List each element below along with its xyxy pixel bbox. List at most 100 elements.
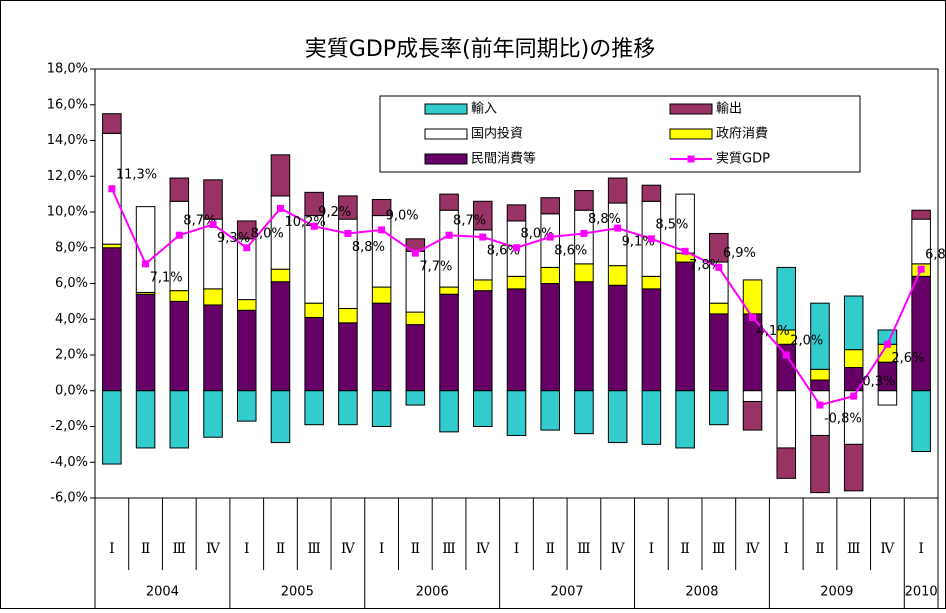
bar-segment [304, 390, 324, 426]
x-tick-label: Ⅲ [442, 541, 456, 557]
y-tick-label: 18,0% [47, 62, 88, 77]
bar-segment [607, 390, 628, 444]
gdp-marker [276, 204, 284, 212]
bar-segment [810, 302, 830, 370]
y-tick-label: 12,0% [47, 169, 88, 184]
bar-segment [439, 293, 459, 392]
x-tick-label: Ⅳ [476, 541, 491, 557]
gdp-marker [715, 263, 723, 271]
bar-segment [102, 390, 122, 465]
bar-segment [371, 198, 392, 217]
bar-segment [776, 266, 797, 331]
bar-segment [371, 302, 392, 392]
x-tick-label: Ⅱ [411, 541, 421, 557]
bar-segment [473, 279, 493, 292]
y-tick-label: 4,0% [55, 312, 88, 327]
gdp-value-label: 8,0% [251, 226, 284, 241]
bar-segment [439, 193, 459, 211]
gdp-marker [850, 392, 858, 400]
bar-segment [709, 390, 729, 426]
year-label: 2005 [281, 585, 314, 600]
x-tick-label: Ⅲ [307, 541, 321, 557]
bar-segment [742, 279, 763, 315]
bar-segment [270, 154, 291, 197]
bar-segment [675, 261, 695, 392]
x-tick-label: Ⅳ [880, 541, 895, 557]
x-tick-label: Ⅳ [341, 541, 356, 557]
gdp-value-label: 9,3% [217, 231, 250, 246]
gdp-value-label: 8,5% [655, 217, 688, 232]
bar-segment [270, 390, 291, 444]
bar-segment [270, 268, 291, 283]
bar-segment [574, 190, 594, 211]
gdp-value-label: 8,8% [588, 212, 621, 227]
y-tick-label: 14,0% [47, 133, 88, 148]
y-tick-label: -2,0% [50, 419, 88, 434]
bar-segment [506, 390, 527, 436]
bar-segment [574, 263, 594, 283]
gdp-marker [546, 233, 554, 241]
gdp-value-label: 2,6% [891, 351, 924, 366]
y-tick-label: 16,0% [47, 97, 88, 112]
gdp-marker [782, 351, 790, 359]
bar-segment [574, 281, 594, 392]
gdp-marker [175, 231, 183, 239]
bar-segment [338, 195, 358, 220]
bar-segment [338, 390, 358, 426]
bar-segment [236, 299, 257, 311]
legend-label: 輸出 [716, 102, 742, 117]
bar-segment [641, 390, 662, 445]
bar-segment [540, 283, 560, 392]
gdp-value-label: 7,1% [150, 270, 183, 285]
x-tick-label: Ⅲ [847, 541, 861, 557]
bar-segment [810, 379, 830, 392]
x-tick-label: Ⅱ [276, 541, 286, 557]
bar-segment [439, 390, 459, 433]
bar-segment [405, 324, 426, 392]
bar-segment [405, 390, 426, 406]
bar-segment [776, 343, 797, 392]
gdp-marker [816, 401, 824, 409]
bar-segment [810, 368, 830, 381]
bar-segment [709, 313, 729, 392]
bar-segment [540, 390, 560, 431]
legend-label: 輸入 [471, 102, 497, 117]
year-label: 2004 [146, 585, 179, 600]
x-tick-label: Ⅰ [649, 541, 655, 557]
bar-segment [742, 400, 763, 431]
y-tick-label: 8,0% [55, 240, 88, 255]
x-tick-label: Ⅰ [783, 541, 789, 557]
x-tick-label: Ⅲ [173, 541, 187, 557]
bar-segment [506, 275, 527, 290]
bar-segment [473, 290, 493, 392]
gdp-marker [479, 233, 487, 241]
bar-segment [675, 390, 695, 449]
gdp-marker [243, 244, 251, 252]
gdp-value-label: 9,1% [622, 235, 655, 250]
gdp-marker [883, 340, 891, 348]
bar-segment [102, 247, 122, 392]
bar-segment [709, 232, 729, 263]
bar-segment [169, 390, 190, 449]
gdp-marker [378, 226, 386, 234]
bar-segment [135, 206, 156, 293]
bar-segment [304, 191, 324, 217]
x-tick-label: Ⅱ [680, 541, 690, 557]
gdp-marker [647, 235, 655, 243]
legend-label: 実質GDP [716, 151, 770, 167]
x-tick-label: Ⅱ [815, 541, 825, 557]
bar-segment [709, 302, 729, 315]
bar-segment [135, 390, 156, 449]
gdp-value-label: -0,8% [824, 412, 862, 427]
x-tick-label: Ⅰ [514, 541, 520, 557]
gdp-value-label: 7,8% [689, 258, 722, 273]
year-label: 2010 [905, 585, 938, 600]
y-tick-label: 10,0% [47, 205, 88, 220]
bar-segment [304, 302, 324, 318]
gdp-marker [344, 229, 352, 237]
x-tick-label: Ⅰ [918, 541, 924, 557]
gdp-marker [580, 229, 588, 237]
bar-segment [843, 349, 864, 369]
year-label: 2009 [820, 585, 853, 600]
